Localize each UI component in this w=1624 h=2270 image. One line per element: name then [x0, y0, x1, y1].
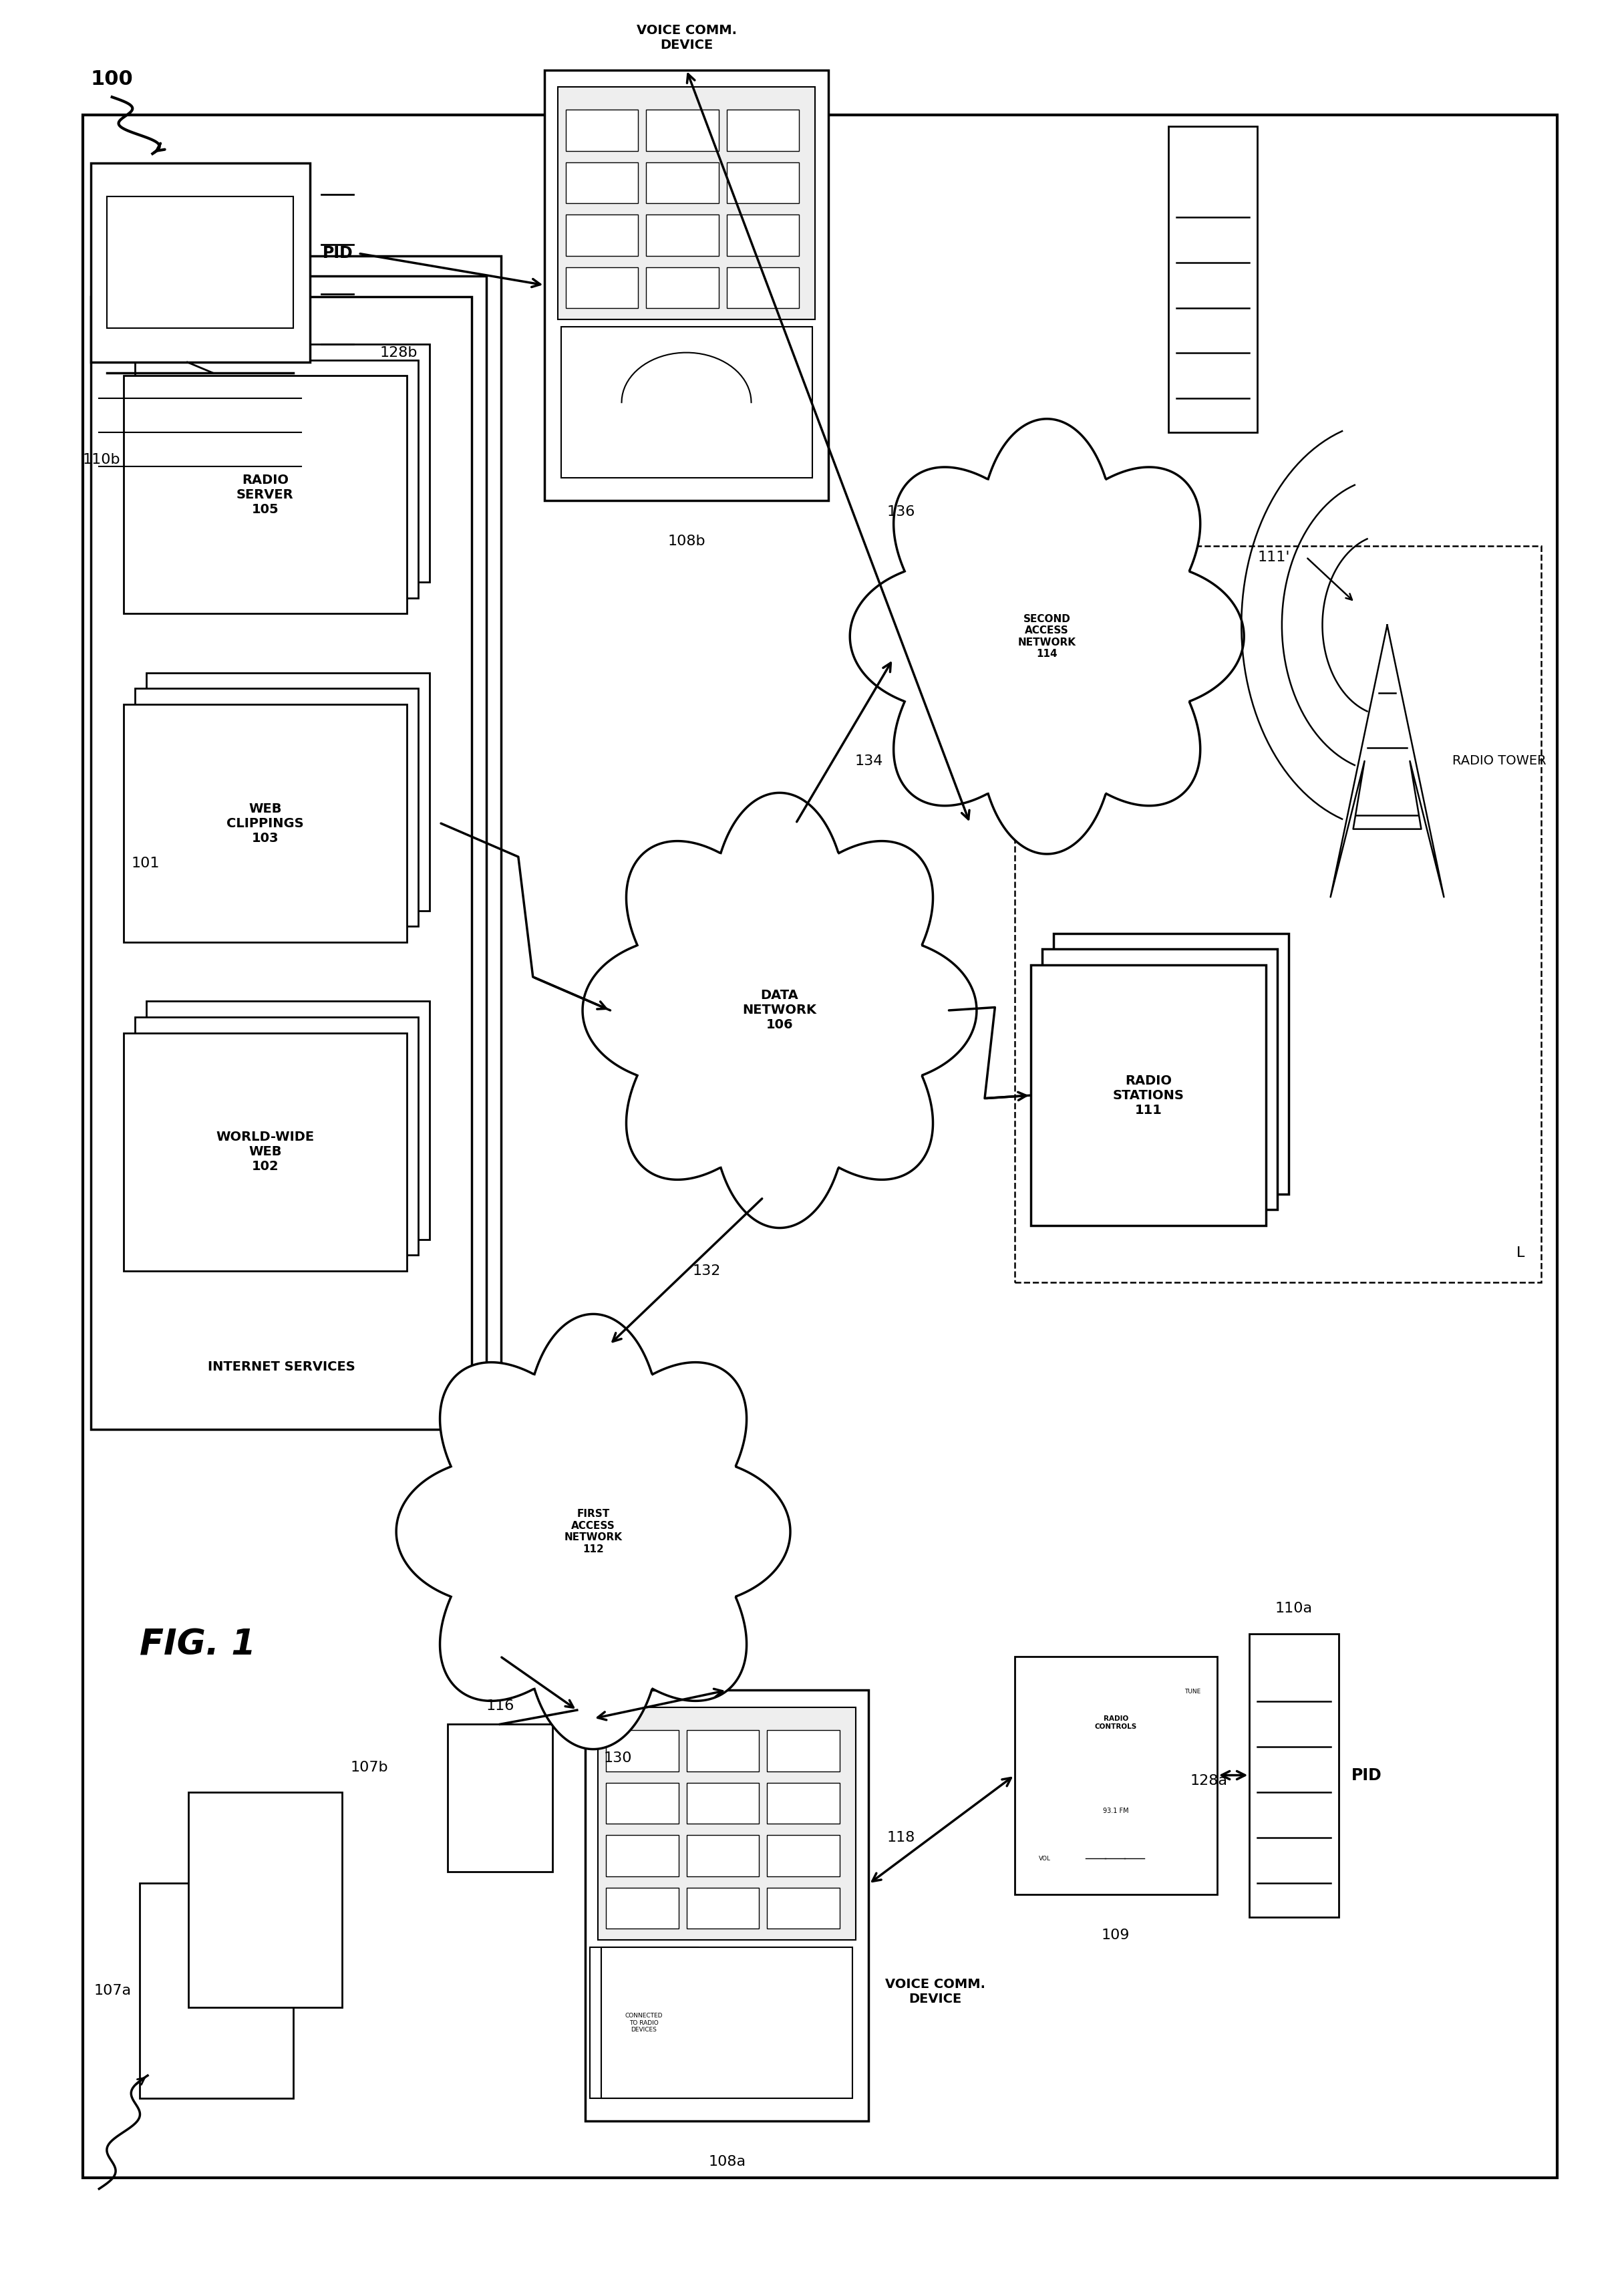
- Bar: [123, 1033, 408, 1271]
- Bar: [687, 1834, 758, 1877]
- Text: RADIO
CONTROLS: RADIO CONTROLS: [1095, 1716, 1137, 1730]
- Bar: [560, 327, 812, 477]
- Bar: [646, 216, 718, 257]
- Polygon shape: [396, 1314, 791, 1750]
- Text: 118: 118: [887, 1832, 916, 1843]
- Bar: [135, 1017, 419, 1255]
- Bar: [585, 1691, 869, 2120]
- Text: 116: 116: [486, 1700, 515, 1714]
- Bar: [1043, 949, 1276, 1210]
- Bar: [1015, 545, 1541, 1283]
- Text: 111': 111': [1257, 549, 1289, 563]
- Text: FIRST
ACCESS
NETWORK
112: FIRST ACCESS NETWORK 112: [564, 1510, 622, 1555]
- Text: RADIO
STATIONS
111: RADIO STATIONS 111: [1112, 1074, 1184, 1117]
- Bar: [767, 1889, 840, 1930]
- Bar: [646, 109, 718, 150]
- Bar: [107, 197, 294, 329]
- Bar: [646, 161, 718, 204]
- Bar: [106, 277, 486, 1410]
- Bar: [120, 257, 500, 1389]
- Bar: [557, 86, 815, 320]
- Text: SECOND
ACCESS
NETWORK
114: SECOND ACCESS NETWORK 114: [1018, 613, 1077, 658]
- Text: WORLD-WIDE
WEB
102: WORLD-WIDE WEB 102: [216, 1130, 315, 1174]
- Bar: [767, 1782, 840, 1823]
- Text: 128b: 128b: [380, 347, 417, 361]
- Text: RADIO
SERVER
105: RADIO SERVER 105: [237, 474, 294, 515]
- Text: 110b: 110b: [83, 454, 120, 465]
- Bar: [1054, 933, 1288, 1194]
- Text: L: L: [1517, 1246, 1525, 1260]
- Bar: [1031, 965, 1265, 1226]
- Bar: [726, 268, 799, 309]
- Bar: [1015, 1657, 1216, 1893]
- Bar: [687, 1730, 758, 1771]
- Bar: [767, 1730, 840, 1771]
- Text: 134: 134: [854, 754, 883, 767]
- Bar: [598, 1707, 856, 1941]
- Bar: [123, 704, 408, 942]
- Text: 130: 130: [604, 1752, 632, 1764]
- Bar: [188, 1793, 343, 2007]
- Text: 108a: 108a: [708, 2154, 745, 2168]
- Text: VOICE COMM.
DEVICE: VOICE COMM. DEVICE: [637, 25, 737, 52]
- Text: VOL: VOL: [1039, 1855, 1051, 1861]
- Bar: [606, 1889, 679, 1930]
- Bar: [606, 1834, 679, 1877]
- Bar: [726, 161, 799, 204]
- Text: INTERNET SERVICES: INTERNET SERVICES: [208, 1360, 356, 1373]
- Bar: [91, 163, 310, 363]
- Text: 101: 101: [132, 856, 159, 869]
- Bar: [565, 216, 638, 257]
- Bar: [565, 268, 638, 309]
- Text: 108b: 108b: [667, 533, 705, 547]
- Bar: [135, 688, 419, 926]
- Text: FIG. 1: FIG. 1: [140, 1628, 257, 1662]
- Bar: [135, 361, 419, 597]
- Bar: [601, 1948, 853, 2097]
- Bar: [565, 161, 638, 204]
- Bar: [1249, 1634, 1338, 1916]
- Bar: [606, 1782, 679, 1823]
- Text: TUNE: TUNE: [1184, 1689, 1200, 1696]
- Bar: [91, 297, 471, 1430]
- Bar: [140, 1882, 294, 2097]
- Text: 93.1 FM: 93.1 FM: [1103, 1807, 1129, 1814]
- Text: 109: 109: [1101, 1927, 1130, 1941]
- Text: DATA
NETWORK
106: DATA NETWORK 106: [742, 990, 817, 1031]
- Text: PID: PID: [1351, 1768, 1382, 1784]
- Bar: [687, 1889, 758, 1930]
- Text: CONNECTED
TO RADIO
DEVICES: CONNECTED TO RADIO DEVICES: [625, 2013, 663, 2032]
- Bar: [726, 216, 799, 257]
- Bar: [544, 70, 828, 499]
- Text: RADIO TOWER: RADIO TOWER: [1452, 754, 1546, 767]
- Text: WEB
CLIPPINGS
103: WEB CLIPPINGS 103: [226, 801, 304, 844]
- Bar: [646, 268, 718, 309]
- Text: 107a: 107a: [94, 1984, 132, 1998]
- Bar: [146, 345, 430, 581]
- Bar: [767, 1834, 840, 1877]
- Text: VOICE COMM.
DEVICE: VOICE COMM. DEVICE: [885, 1977, 986, 2004]
- Text: PID: PID: [323, 245, 354, 261]
- Bar: [1168, 127, 1257, 434]
- Bar: [687, 1782, 758, 1823]
- Bar: [606, 1730, 679, 1771]
- Bar: [448, 1725, 552, 1870]
- Bar: [123, 377, 408, 613]
- Bar: [565, 109, 638, 150]
- Text: 136: 136: [887, 506, 916, 518]
- Text: 107b: 107b: [351, 1762, 388, 1775]
- Text: 110a: 110a: [1275, 1603, 1312, 1616]
- Polygon shape: [583, 792, 976, 1228]
- Bar: [590, 1948, 698, 2097]
- Bar: [146, 672, 430, 910]
- Bar: [726, 109, 799, 150]
- Text: 128a: 128a: [1190, 1775, 1228, 1786]
- Text: 132: 132: [692, 1264, 721, 1278]
- Polygon shape: [849, 420, 1244, 854]
- Bar: [146, 1001, 430, 1239]
- Text: 100: 100: [91, 68, 133, 89]
